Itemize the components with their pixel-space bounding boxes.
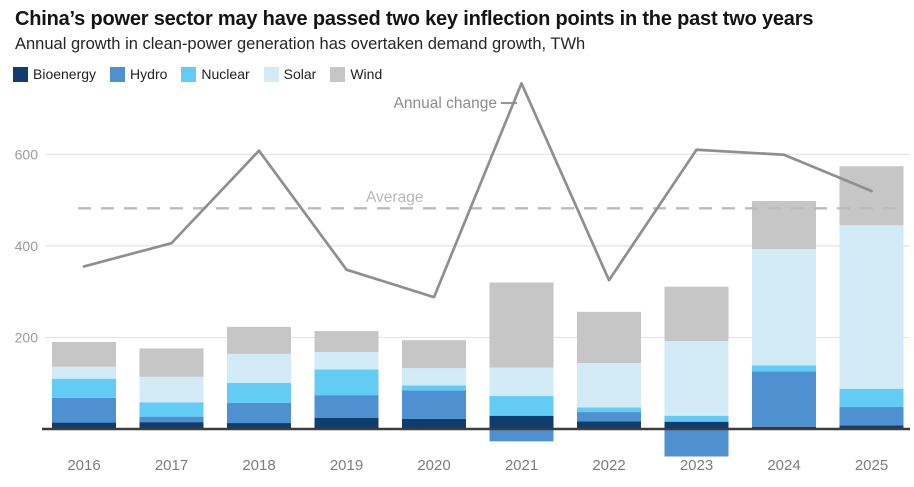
bar-segment-wind-2019 [314,331,379,353]
bar-segment-bioenergy-2020 [402,418,466,429]
bar-segment-solar-2024 [752,249,816,366]
bar-segment-wind-2024 [752,201,816,250]
bar-segment-solar-2019 [314,352,379,370]
annual-change-line [82,82,873,299]
bar-segment-hydro-2023 [664,429,729,457]
bar-segment-bioenergy-2017 [139,422,204,429]
bar-segment-hydro-2025 [839,407,904,426]
hydro-swatch-icon [110,66,126,82]
y-axis-ticks-group: 200 400 600 [15,146,39,345]
x-axis-year-label-2020: 2020 [417,457,450,474]
legend-item-bioenergy: Bioenergy [13,66,96,82]
bar-segment-wind-2020 [402,340,466,369]
bar-segment-nuclear-2025 [839,388,904,408]
bioenergy-swatch-icon [13,66,28,82]
bar-segment-wind-2016 [52,342,116,367]
legend-item-wind: Wind [330,66,382,82]
x-axis-year-label-2023: 2023 [680,457,713,474]
legend-item-nuclear: Nuclear [181,66,250,82]
x-axis-year-label-2021: 2021 [505,457,538,474]
chart-subtitle: Annual growth in clean-power generation … [15,35,586,53]
wind-swatch-icon [330,66,346,82]
bar-segment-hydro-2024 [752,371,816,427]
y-axis-tick-label: 200 [15,329,39,345]
bar-segment-wind-2025 [839,166,904,226]
bar-segment-solar-2022 [577,363,641,408]
y-axis-tick-label: 400 [15,238,39,254]
chart-title: China’s power sector may have passed two… [15,8,814,30]
y-axis-tick-label: 600 [15,146,39,162]
legend-label: Hydro [130,66,168,82]
legend-item-solar: Solar [263,66,317,82]
annual-change-label: Annual change [394,95,497,112]
bar-segment-nuclear-2016 [52,378,116,398]
bar-segment-bioenergy-2019 [314,418,379,429]
bar-segment-hydro-2021 [489,429,554,442]
bar-segment-solar-2021 [489,367,554,397]
bar-segment-bioenergy-2022 [577,421,641,429]
bar-segment-nuclear-2018 [227,382,291,403]
bar-segment-solar-2016 [52,366,116,379]
bar-segment-solar-2025 [839,225,904,389]
x-axis-year-label-2017: 2017 [155,457,188,474]
bar-segment-nuclear-2020 [402,385,466,391]
nuclear-swatch-icon [181,66,197,82]
x-axis-year-label-2022: 2022 [592,457,625,474]
legend: Bioenergy Hydro Nuclear Solar Wind [13,66,382,82]
x-axis-year-label-2025: 2025 [855,457,888,474]
bar-segment-bioenergy-2023 [664,421,729,429]
bar-segment-solar-2018 [227,353,291,383]
bars-group [52,166,904,457]
bar-segment-wind-2021 [489,282,554,368]
bar-segment-bioenergy-2018 [227,423,291,429]
solar-swatch-icon [263,66,279,82]
bar-segment-bioenergy-2021 [489,415,554,429]
bar-segment-solar-2017 [139,376,204,403]
x-axis-year-label-2019: 2019 [330,457,363,474]
bar-segment-nuclear-2022 [577,407,641,413]
bar-segment-hydro-2017 [139,416,204,423]
bar-segment-nuclear-2019 [314,369,379,396]
legend-label: Solar [283,66,317,82]
bar-segment-nuclear-2021 [489,396,554,416]
x-axis-year-label-2018: 2018 [242,457,275,474]
bar-segment-hydro-2016 [52,397,116,423]
bar-segment-nuclear-2017 [139,402,204,417]
bar-segment-hydro-2019 [314,395,379,419]
bar-segment-hydro-2018 [227,402,291,424]
average-label: Average [366,189,423,206]
x-axis-year-label-2024: 2024 [767,457,800,474]
legend-item-hydro: Hydro [110,66,167,82]
bar-segment-solar-2020 [402,368,466,386]
bar-segment-nuclear-2023 [664,415,729,422]
legend-label: Bioenergy [33,66,97,82]
bar-segment-hydro-2020 [402,390,466,419]
bar-segment-solar-2023 [664,341,729,416]
bar-segment-bioenergy-2016 [52,422,116,429]
bar-segment-nuclear-2024 [752,365,816,372]
bar-segment-bioenergy-2025 [839,425,904,429]
legend-label: Wind [350,66,383,82]
bar-segment-hydro-2022 [577,412,641,422]
x-axis-year-label-2016: 2016 [67,457,100,474]
bar-segment-wind-2023 [664,286,729,342]
bar-segment-wind-2022 [577,311,641,364]
chart-header: China’s power sector may have passed two… [15,6,904,55]
x-axis-ticks-group: 2016 2017 2018 2019 2020 2021 2022 2023 2024 2025 [67,457,888,474]
legend-label: Nuclear [201,66,250,82]
bar-segment-wind-2018 [227,326,291,354]
bar-segment-wind-2017 [139,348,204,377]
